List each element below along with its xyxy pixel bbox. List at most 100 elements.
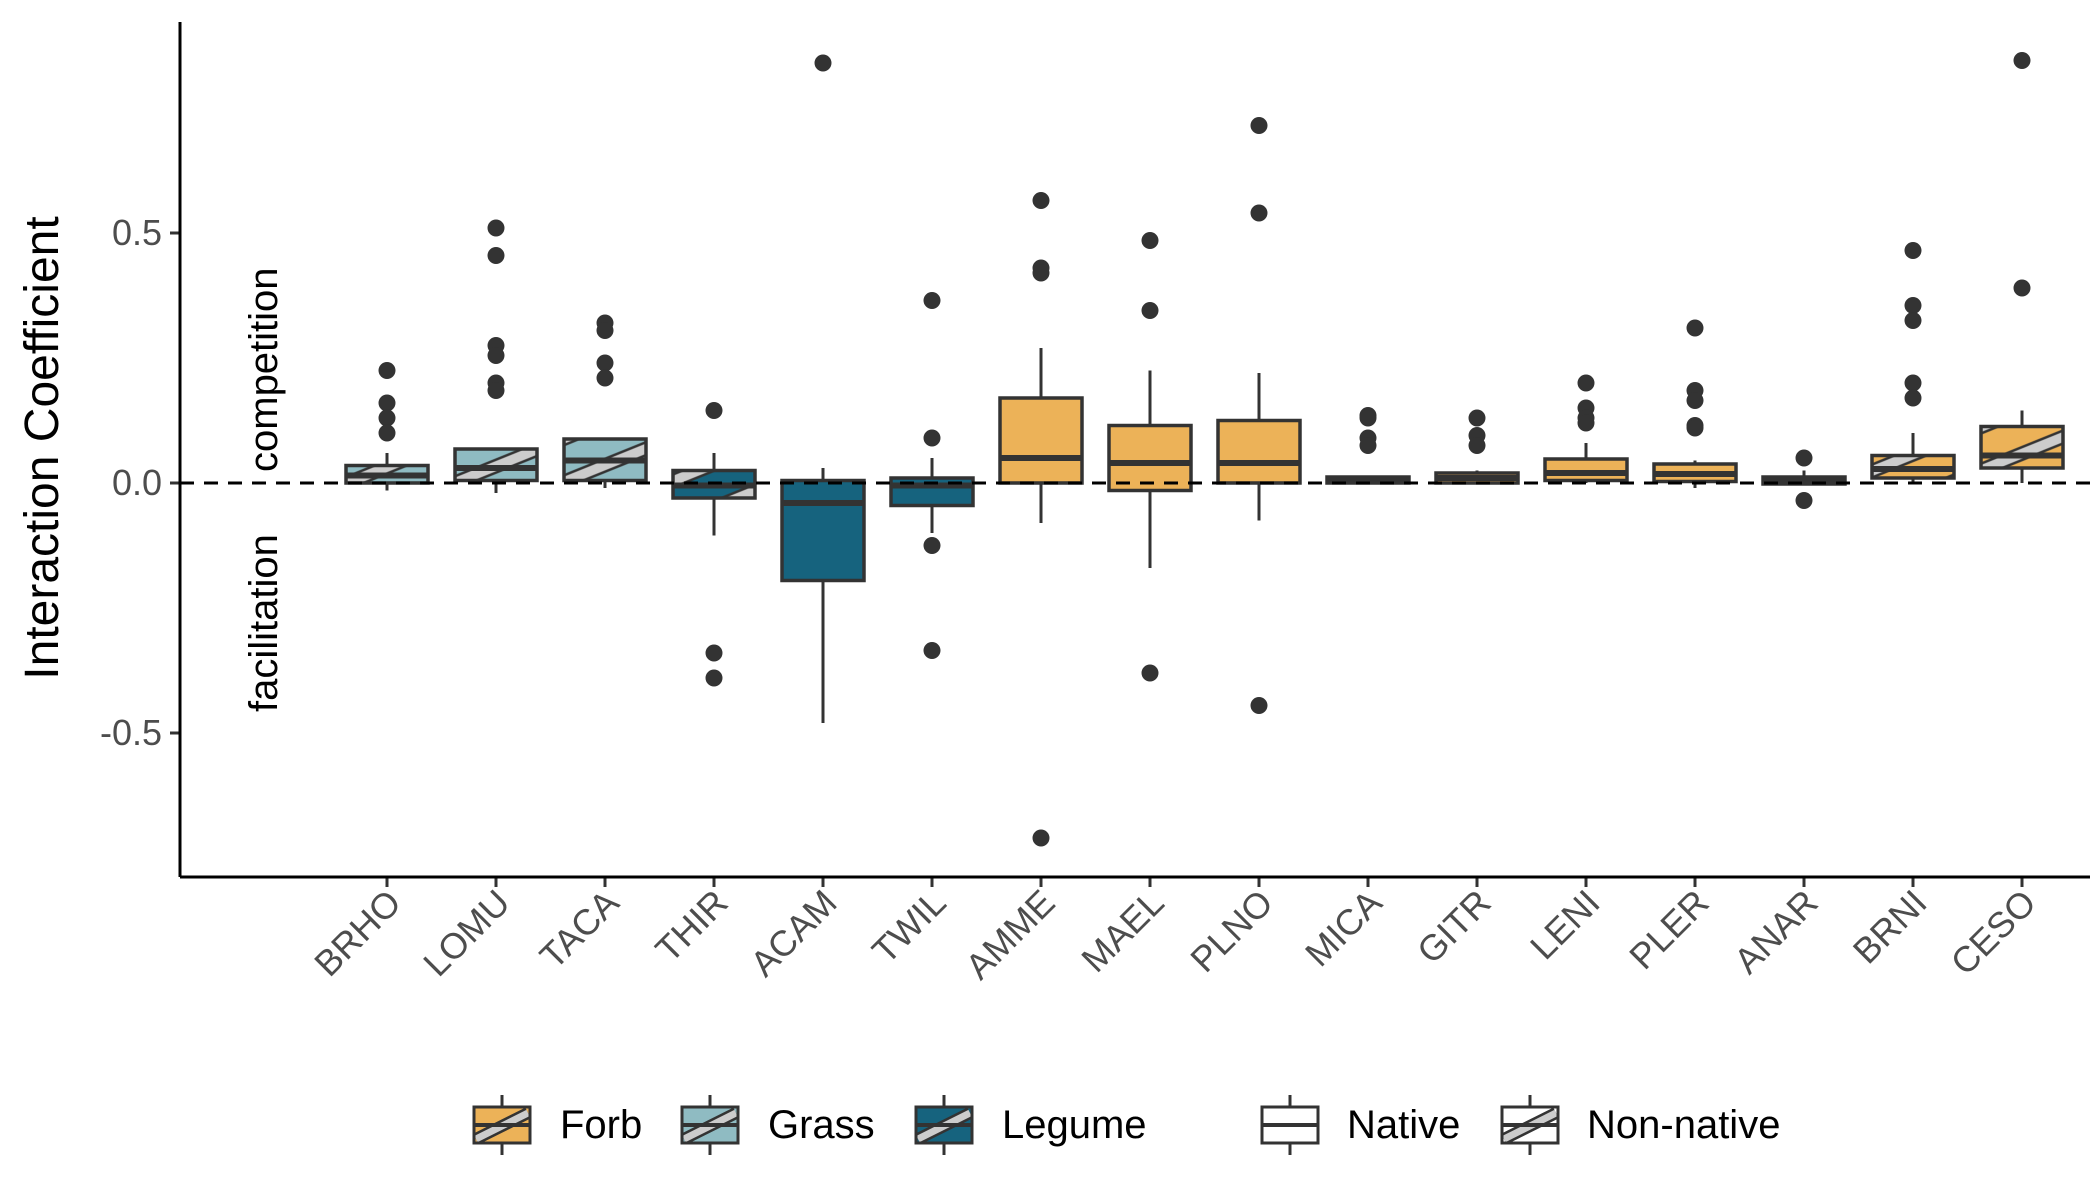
legend-item-non-native: Non-native [1500,1095,1780,1155]
outlier-point [487,247,505,264]
outlier-point [1904,312,1922,329]
box-taca [562,314,648,488]
plot-area [180,52,2090,847]
y-tick-label: 0.5 [112,212,162,253]
legend-key-forb [472,1095,532,1155]
box-thir [671,402,757,687]
outlier-point [596,322,614,339]
legend-key-native [1260,1095,1320,1155]
x-tick-label-plno: PLNO [1182,882,1280,980]
x-tick-label-ceso: CESO [1943,882,2044,983]
outlier-point [1468,437,1486,454]
legend-label-legume: Legume [1002,1103,1147,1147]
x-tick-label-brho: BRHO [306,882,409,985]
x-tick-label-acam: ACAM [742,882,845,985]
box-outline [1979,424,2065,470]
box-twil [889,292,975,659]
competition-annotation: competition [242,267,286,472]
outlier-point [923,642,941,659]
outlier-point [1359,409,1377,427]
x-tick-label-lomu: LOMU [415,882,518,985]
box-outline [1107,423,1193,493]
outlier-point [378,394,396,412]
x-tick-label-gitr: GITR [1409,882,1499,972]
x-tick-label-pler: PLER [1621,882,1716,977]
box-mica [1325,407,1411,485]
box-body [1545,459,1627,481]
outlier-point [1141,232,1159,249]
box-plno [1216,117,1302,714]
box-outline [1543,457,1629,483]
box-ceso [1979,52,2065,483]
outlier-point [1468,409,1486,427]
outlier-point [1795,449,1813,467]
box-body [1000,398,1082,483]
box-body [782,480,864,581]
legend-key-non-native [1500,1095,1560,1155]
outlier-point [487,382,505,399]
outlier-point [487,347,505,364]
box-outline [780,478,866,583]
box-anar [1761,449,1847,509]
legend-item-grass: Grass [680,1095,875,1155]
outlier-point [705,402,723,419]
outlier-point [596,354,614,372]
x-tick-label-amme: AMME [957,882,1062,987]
y-axis-ticks: 0.5 0.0 -0.5 [100,212,180,753]
outlier-point [1032,829,1050,847]
box-pler [1652,319,1738,488]
outlier-point [814,54,832,72]
box-outline [998,396,1084,485]
legend: Forb Grass Legume Native Non-native [472,1095,1780,1155]
box-body [1109,425,1191,491]
box-body [1218,420,1300,483]
box-hatch [1981,426,2063,468]
x-tick-label-twil: TWIL [864,882,954,972]
legend-key-grass [680,1095,740,1155]
y-axis-title: Interaction Coefficient [16,216,69,679]
box-brho [344,362,430,491]
legend-label-forb: Forb [560,1103,642,1147]
box-amme [998,192,1084,847]
outlier-point [1904,389,1922,407]
outlier-point [1577,414,1595,432]
outlier-point [923,429,941,447]
outlier-point [1904,297,1922,314]
outlier-point [1795,492,1813,509]
outlier-point [1250,117,1268,134]
outlier-point [1686,319,1704,337]
y-tick-label: -0.5 [100,712,162,753]
legend-label-native: Native [1347,1103,1460,1147]
outlier-point [1032,192,1050,209]
box-outline [889,476,975,508]
box-brni [1870,242,1956,483]
outlier-point [1904,242,1922,259]
outlier-point [596,369,614,387]
x-tick-label-mael: MAEL [1073,882,1171,980]
outlier-point [1904,374,1922,392]
y-tick-label: 0.0 [112,462,162,503]
box-acam [780,54,866,723]
box-gitr [1434,409,1520,485]
outlier-point [923,292,941,309]
outlier-point [2013,52,2031,69]
box-hatch [455,449,537,481]
legend-label-grass: Grass [768,1103,875,1147]
box-leni [1543,374,1629,483]
x-tick-label-brni: BRNI [1845,882,1935,972]
outlier-point [705,644,723,662]
legend-item-forb: Forb [472,1095,642,1155]
legend-label-non-native: Non-native [1587,1103,1780,1147]
legend-item-native: Native [1260,1095,1460,1155]
outlier-point [2013,279,2031,297]
outlier-point [1032,264,1050,282]
outlier-point [1686,419,1704,437]
outlier-point [378,362,396,379]
outlier-point [378,424,396,442]
outlier-point [1250,204,1268,222]
box-outline [453,447,539,483]
outlier-point [1686,392,1704,409]
box-outline [1216,418,1302,485]
legend-item-legume: Legume [914,1095,1147,1155]
